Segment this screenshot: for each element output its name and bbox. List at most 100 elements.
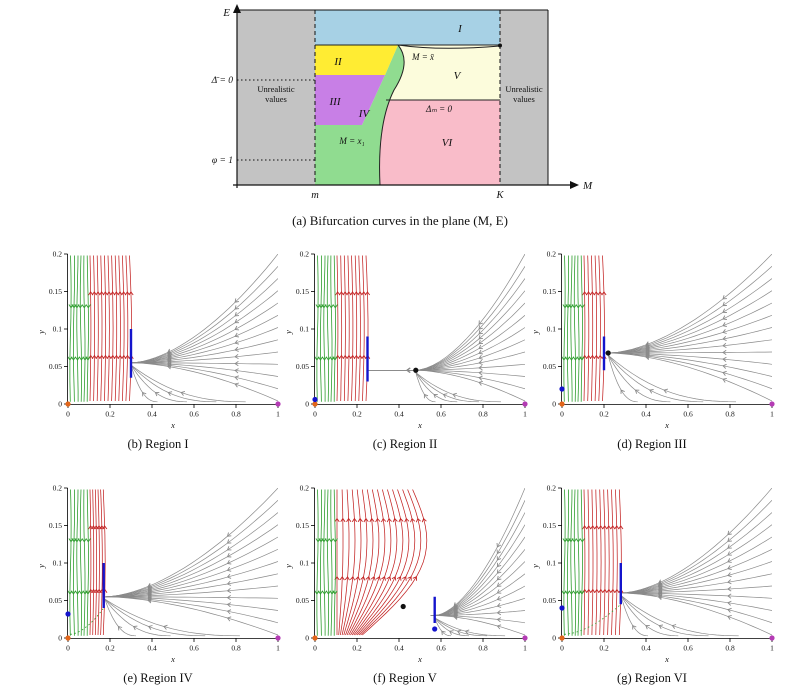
svg-text:0.1: 0.1 bbox=[547, 325, 557, 334]
streamlines bbox=[315, 488, 525, 637]
svg-text:0.1: 0.1 bbox=[547, 559, 557, 568]
curve-label-M-xbar: M = x̄ bbox=[411, 52, 435, 62]
subplot-g: 0 0.2 0.4 0.6 0.8 1 0 0.05 0.1 0.15 0.2 x y bbox=[530, 484, 775, 664]
y-axis-label: y bbox=[36, 564, 46, 569]
region-IV-area bbox=[315, 45, 405, 185]
svg-text:0.2: 0.2 bbox=[105, 644, 115, 653]
svg-text:0.15: 0.15 bbox=[543, 521, 556, 530]
equilibrium-point-magenta bbox=[769, 635, 775, 641]
x-axis-label: x bbox=[417, 654, 422, 664]
equilibrium-points bbox=[559, 350, 775, 407]
equilibrium-point-magenta bbox=[769, 401, 775, 407]
curve-M-xbar bbox=[379, 44, 501, 186]
svg-text:0.6: 0.6 bbox=[436, 410, 446, 419]
gray-streamlines bbox=[603, 254, 772, 403]
svg-text:0.2: 0.2 bbox=[53, 484, 63, 493]
caption-subplot-c: (c) Region II bbox=[372, 437, 438, 451]
equilibrium-point-orange bbox=[559, 401, 565, 407]
unrealistic-left-region bbox=[237, 10, 315, 185]
unrealistic-right-label-line2: values bbox=[513, 94, 535, 104]
equilibrium-points bbox=[65, 401, 281, 407]
equilibrium-points bbox=[312, 367, 528, 407]
svg-text:0.8: 0.8 bbox=[231, 410, 241, 419]
svg-text:0.8: 0.8 bbox=[725, 410, 735, 419]
svg-text:0.4: 0.4 bbox=[394, 644, 404, 653]
svg-text:0: 0 bbox=[66, 410, 70, 419]
equilibrium-point-blue bbox=[559, 386, 565, 392]
equilibrium-point-blue bbox=[559, 605, 565, 611]
red-streamlines bbox=[88, 489, 108, 636]
svg-text:0.8: 0.8 bbox=[478, 410, 488, 419]
region-VI-area bbox=[376, 100, 500, 185]
equilibrium-point-black bbox=[605, 350, 611, 356]
svg-text:0.15: 0.15 bbox=[543, 287, 556, 296]
equilibrium-point-orange bbox=[312, 635, 318, 641]
streamlines bbox=[562, 254, 772, 403]
svg-text:0: 0 bbox=[560, 644, 564, 653]
svg-text:0.2: 0.2 bbox=[547, 250, 557, 259]
svg-text:0: 0 bbox=[305, 400, 309, 409]
tick-labels: 0 0.2 0.4 0.6 0.8 1 0 0.05 0.1 0.15 0.2 bbox=[543, 484, 774, 653]
svg-text:0.05: 0.05 bbox=[543, 596, 556, 605]
caption-subplot-d: (d) Region III bbox=[617, 437, 687, 451]
svg-text:0: 0 bbox=[58, 634, 62, 643]
svg-text:0.2: 0.2 bbox=[547, 484, 557, 493]
svg-text:0.8: 0.8 bbox=[231, 644, 241, 653]
green-streamlines bbox=[315, 255, 338, 402]
subplot-c: 0 0.2 0.4 0.6 0.8 1 0 0.05 0.1 0.15 0.2 x y bbox=[283, 250, 528, 430]
equilibrium-point-black bbox=[413, 367, 419, 373]
svg-text:0: 0 bbox=[552, 634, 556, 643]
svg-text:0.05: 0.05 bbox=[543, 362, 556, 371]
svg-text:1: 1 bbox=[276, 644, 280, 653]
equilibrium-point-magenta bbox=[522, 635, 528, 641]
axes bbox=[311, 253, 526, 408]
svg-text:0.2: 0.2 bbox=[53, 250, 63, 259]
equilibrium-points bbox=[559, 605, 775, 641]
equilibrium-point-orange bbox=[65, 401, 71, 407]
subplot-b: 0 0.2 0.4 0.6 0.8 1 0 0.05 0.1 0.15 0.2 x y bbox=[36, 250, 281, 430]
svg-text:0.05: 0.05 bbox=[296, 362, 309, 371]
y-axis-label: y bbox=[36, 330, 46, 335]
svg-text:0.1: 0.1 bbox=[300, 559, 310, 568]
unrealistic-left-label-line1: Unrealistic bbox=[257, 84, 295, 94]
svg-text:0.1: 0.1 bbox=[300, 325, 310, 334]
region-label-IV: IV bbox=[358, 108, 371, 120]
subplot-f: 0 0.2 0.4 0.6 0.8 1 0 0.05 0.1 0.15 0.2 x y bbox=[283, 484, 528, 664]
svg-text:0.2: 0.2 bbox=[599, 644, 609, 653]
svg-text:0.4: 0.4 bbox=[394, 410, 404, 419]
axes bbox=[558, 253, 773, 408]
y-axis-label: y bbox=[530, 564, 540, 569]
subplot-d: 0 0.2 0.4 0.6 0.8 1 0 0.05 0.1 0.15 0.2 x y bbox=[530, 250, 775, 430]
equilibrium-point-orange bbox=[312, 401, 318, 407]
E-axis-arrow-icon bbox=[233, 4, 241, 13]
svg-text:0: 0 bbox=[313, 410, 317, 419]
caption-subplot-f: (f) Region V bbox=[373, 671, 437, 685]
corner-point bbox=[498, 43, 502, 48]
svg-text:0.2: 0.2 bbox=[300, 484, 310, 493]
equilibrium-point-black bbox=[400, 603, 406, 610]
x-axis-label: x bbox=[417, 420, 422, 430]
region-label-I: I bbox=[457, 23, 463, 35]
svg-text:0.05: 0.05 bbox=[49, 362, 62, 371]
svg-text:0.4: 0.4 bbox=[641, 410, 651, 419]
unrealistic-left-label-line2: values bbox=[265, 94, 287, 104]
red-streamlines bbox=[582, 489, 624, 636]
equilibrium-point-magenta bbox=[275, 401, 281, 407]
svg-text:0.2: 0.2 bbox=[599, 410, 609, 419]
M-axis-arrow-icon bbox=[570, 181, 579, 189]
equilibrium-point-orange bbox=[559, 635, 565, 641]
x-axis-label: x bbox=[170, 420, 175, 430]
svg-text:0: 0 bbox=[313, 644, 317, 653]
svg-text:0: 0 bbox=[305, 634, 309, 643]
tick-labels: 0 0.2 0.4 0.6 0.8 1 0 0.05 0.1 0.15 0.2 bbox=[543, 250, 774, 419]
curve-label-delta-m: Δₘ = 0 bbox=[425, 104, 452, 114]
caption-panel-a: (a) Bifurcation curves in the plane (M, … bbox=[292, 213, 508, 228]
svg-text:0.15: 0.15 bbox=[296, 287, 309, 296]
caption-subplot-e: (e) Region IV bbox=[123, 671, 193, 685]
red-streamlines bbox=[88, 255, 134, 402]
region-II-area bbox=[315, 45, 398, 75]
tick-label-K: K bbox=[495, 190, 504, 201]
region-III-area bbox=[315, 75, 385, 125]
svg-text:0.6: 0.6 bbox=[189, 644, 199, 653]
svg-text:0.4: 0.4 bbox=[147, 644, 157, 653]
